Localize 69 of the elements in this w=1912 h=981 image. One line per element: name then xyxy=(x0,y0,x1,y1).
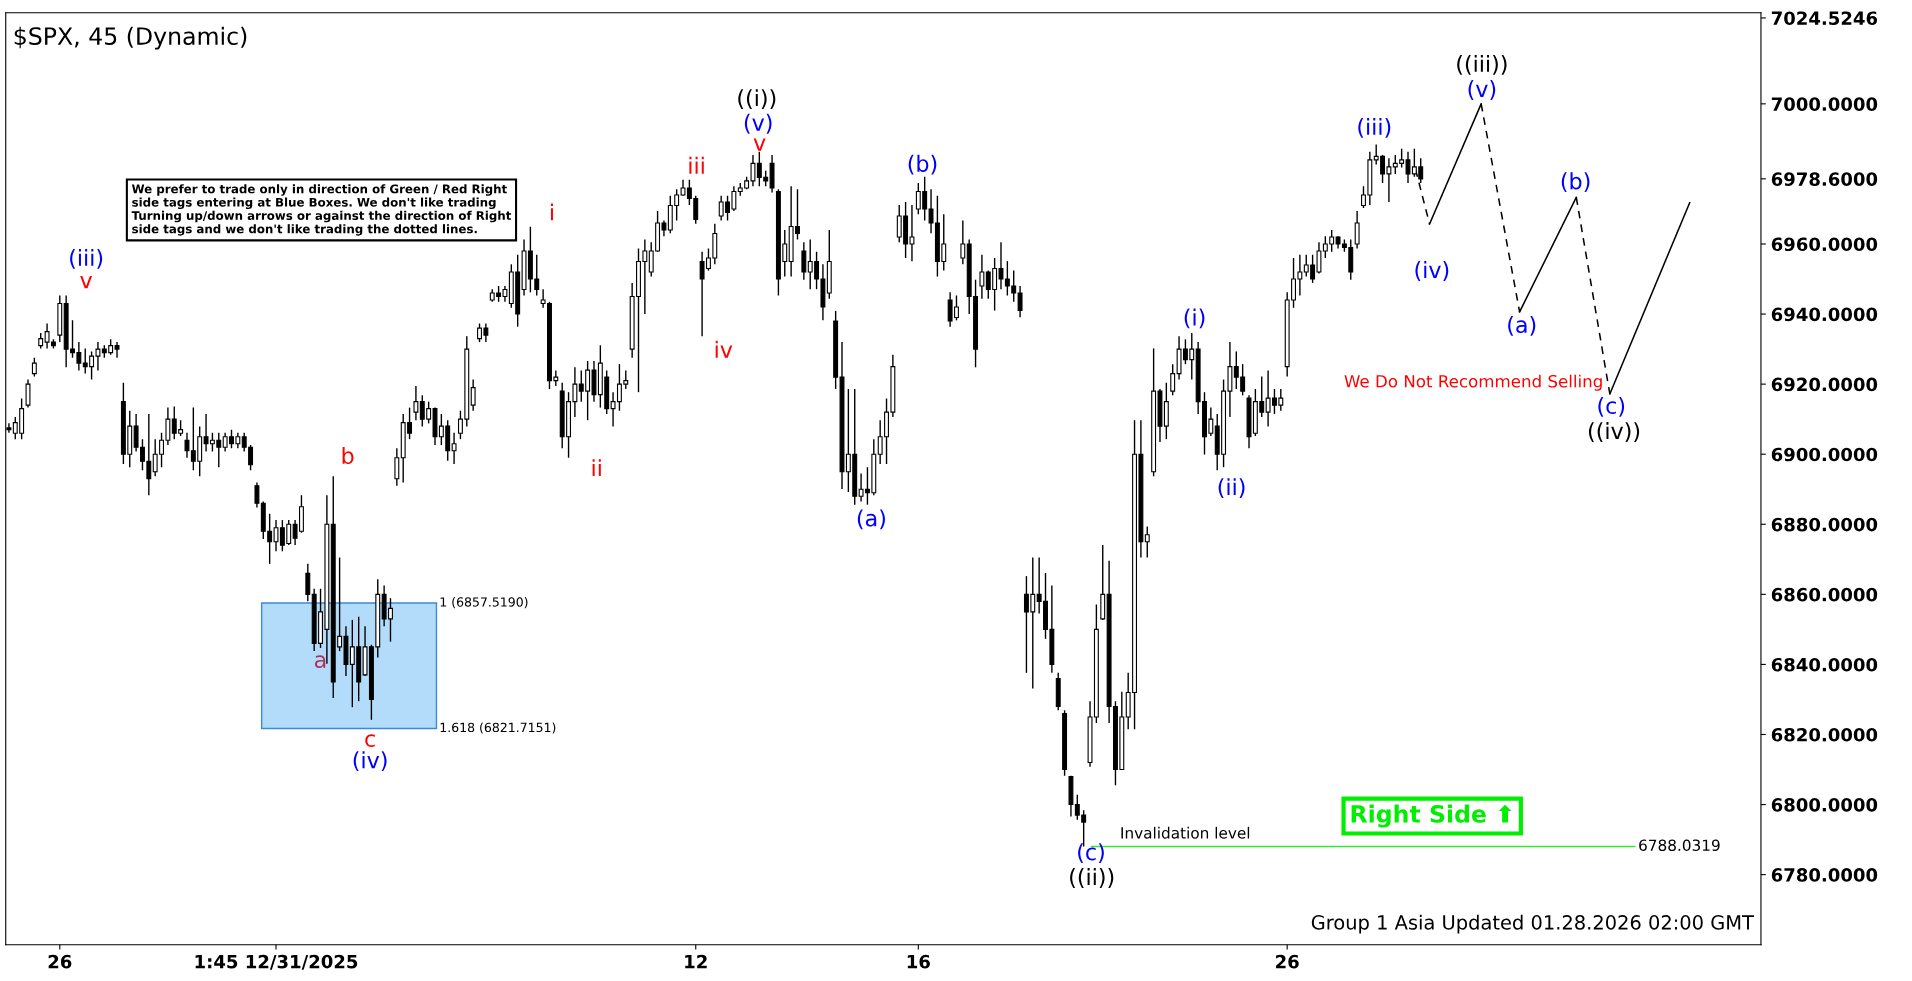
candlestick xyxy=(31,357,37,378)
annotation: a xyxy=(314,655,326,669)
y-tick-label: 7024.5246 xyxy=(1771,11,1878,26)
annotation: ((ii)) xyxy=(1070,868,1114,888)
annotation: (b) xyxy=(1561,172,1590,193)
annotation: ((iii)) xyxy=(1457,54,1507,75)
annotation: (iii) xyxy=(70,248,103,269)
annotation: (iv) xyxy=(1415,261,1449,281)
annotation: i xyxy=(550,203,553,221)
x-tick-label: 16 xyxy=(907,954,930,969)
x-tick-label: 26 xyxy=(1276,954,1299,969)
candlestick xyxy=(1144,525,1150,559)
annotation: ii xyxy=(592,459,601,477)
y-tick-label: 6800.0000 xyxy=(1771,798,1878,812)
annotation: (v) xyxy=(744,113,772,134)
candlestick xyxy=(1170,363,1176,397)
annotation: v xyxy=(753,138,766,151)
y-tick-label: 6780.0000 xyxy=(1771,868,1878,882)
annotation: (ii) xyxy=(1218,478,1245,498)
y-tick-label: 6840.0000 xyxy=(1771,657,1878,672)
annotation: 1 (6857.5190) xyxy=(440,597,528,609)
annotation: b xyxy=(342,446,354,465)
annotation: (iv) xyxy=(353,751,387,772)
y-tick-label: 6960.0000 xyxy=(1771,237,1878,252)
annotation: 1.618 (6821.7151) xyxy=(440,722,556,734)
annotation: ((iv)) xyxy=(1588,422,1640,442)
annotation: Right Side ⬆ xyxy=(1351,804,1512,828)
y-tick-label: 7000.0000 xyxy=(1771,97,1878,111)
y-tick-label: 6820.0000 xyxy=(1771,727,1878,742)
candlestick xyxy=(1017,285,1023,318)
candlestick xyxy=(979,254,985,300)
annotation: (a) xyxy=(857,509,885,530)
annotation: iv xyxy=(715,340,733,358)
candlestick xyxy=(305,563,311,603)
annotation: (c) xyxy=(1598,396,1625,417)
ref-line-label: Invalidation level xyxy=(1121,826,1250,839)
annotation: (v) xyxy=(1468,80,1496,100)
candlestick xyxy=(801,241,807,281)
annotation: (iii) xyxy=(1358,117,1391,138)
candlestick xyxy=(413,385,419,421)
candlestick xyxy=(394,447,400,487)
annotation: c xyxy=(365,734,375,748)
annotation: We Do Not Recommend Selling xyxy=(1344,374,1602,391)
annotation: We prefer to trade only in direction of Green / Red Right side tags entering at Blue Boxes. We don't like trading Turning up/down arrows or against the direction of Right side tags and we don't like trading the dotted lines. xyxy=(131,184,512,236)
annotation: (b) xyxy=(908,154,937,175)
candlestick xyxy=(470,378,476,412)
annotation: (i) xyxy=(1184,308,1205,329)
x-tick-label: 1:45 12/31/2025 xyxy=(195,954,358,970)
text: $SPX, 45 (Dynamic) xyxy=(14,26,247,50)
y-tick-label: 6860.0000 xyxy=(1771,587,1878,602)
annotation: Group 1 Asia Updated 01.28.2026 02:00 GMT xyxy=(1311,914,1754,934)
candlestick xyxy=(451,432,457,465)
annotation: (a) xyxy=(1508,315,1536,336)
annotation: v xyxy=(80,276,93,289)
y-tick-label: 6900.0000 xyxy=(1771,447,1878,462)
y-tick-label: 6940.0000 xyxy=(1771,307,1878,322)
candlestick xyxy=(254,481,260,509)
x-tick-label: 26 xyxy=(48,954,72,969)
candlestick xyxy=(960,219,966,266)
annotation: iii xyxy=(689,156,704,174)
candlestick xyxy=(1354,210,1360,250)
annotation: 6788.0319 xyxy=(1639,839,1720,851)
annotation: (c) xyxy=(1078,843,1104,863)
y-tick-label: 6880.0000 xyxy=(1771,517,1878,532)
candlestick xyxy=(25,378,31,409)
x-tick-label: 12 xyxy=(685,954,707,969)
y-tick-label: 6920.0000 xyxy=(1771,377,1878,392)
y-tick-label: 6978.6000 xyxy=(1771,172,1878,186)
annotation: ((i)) xyxy=(738,89,776,110)
